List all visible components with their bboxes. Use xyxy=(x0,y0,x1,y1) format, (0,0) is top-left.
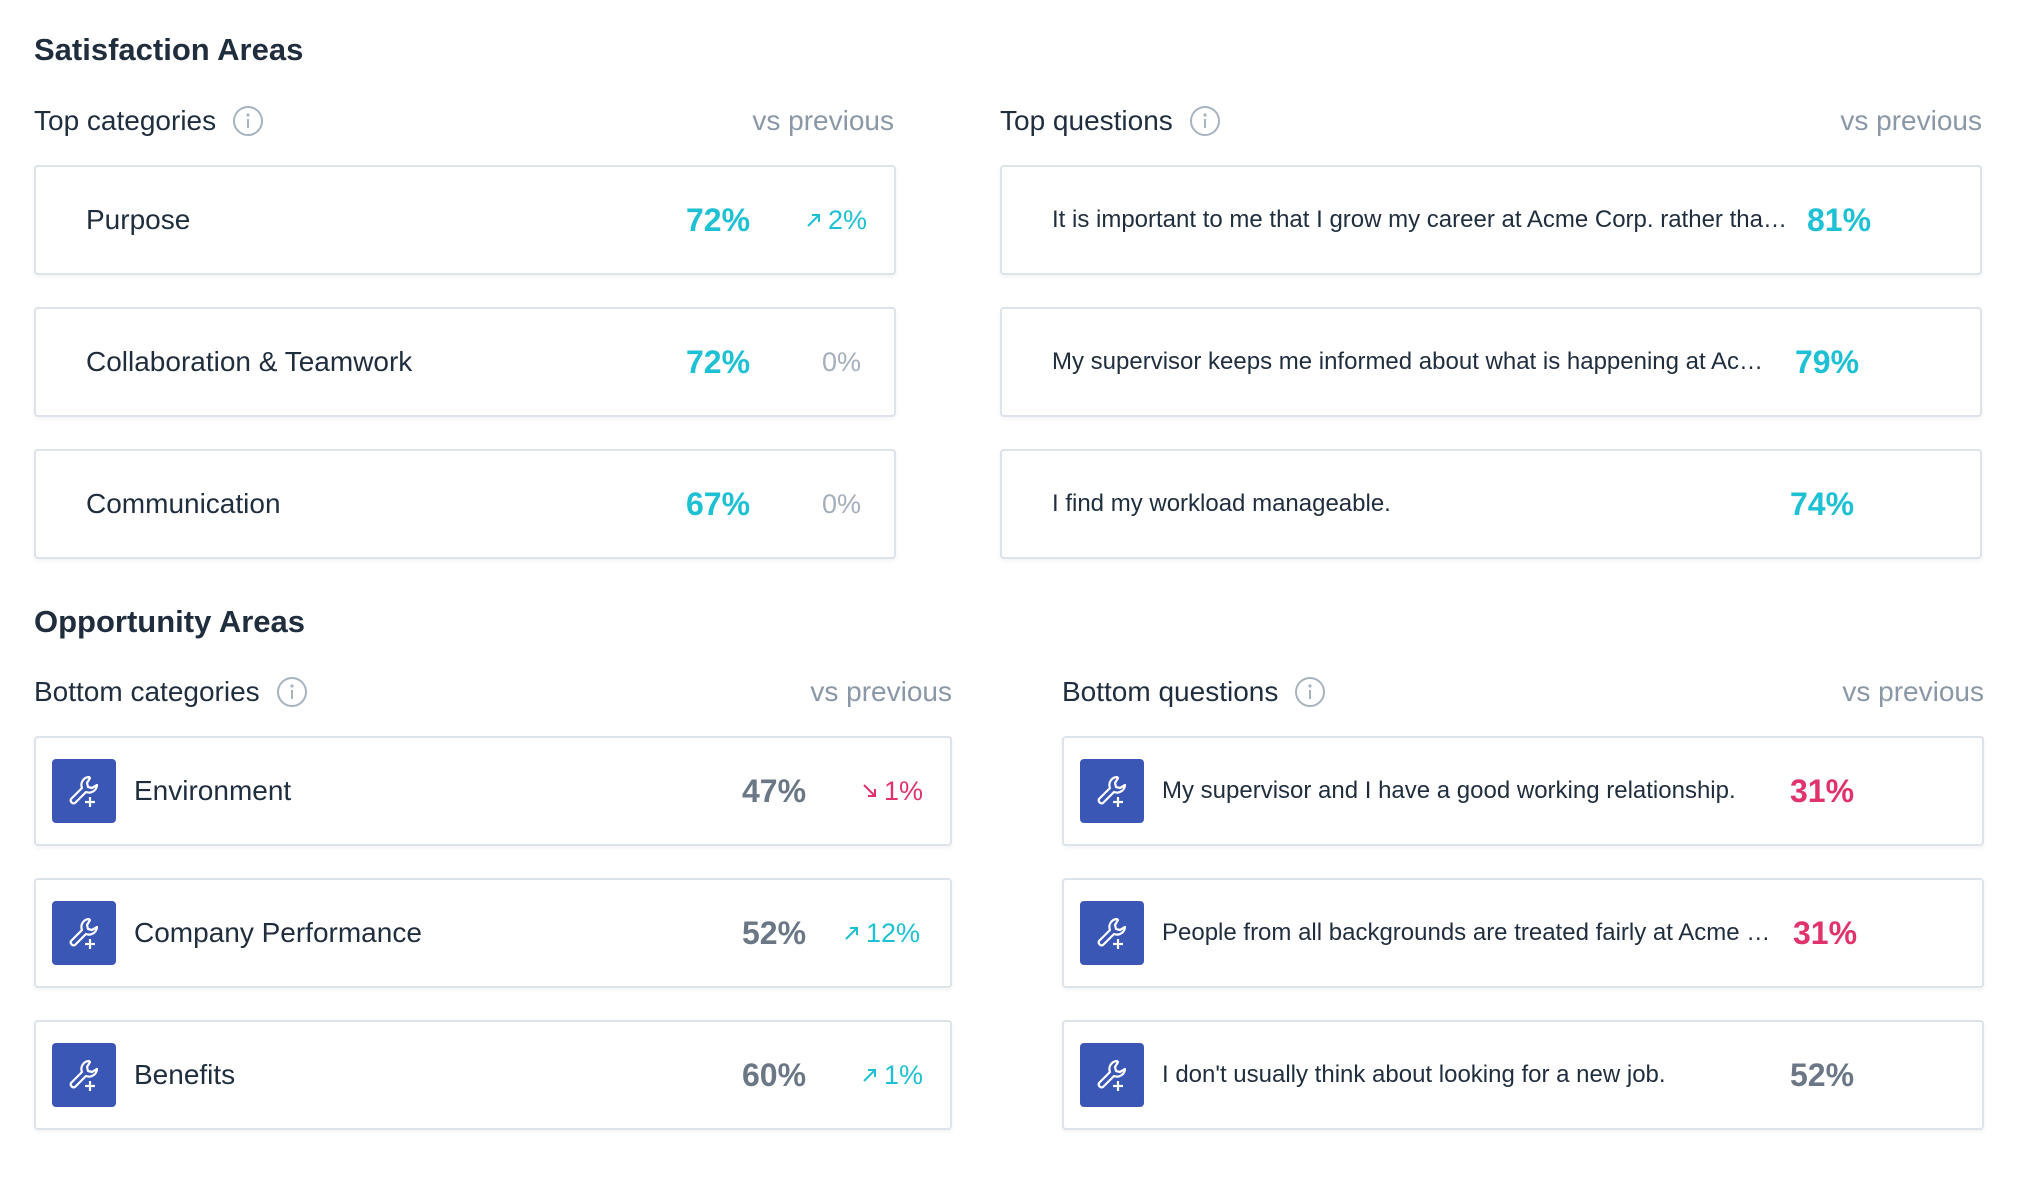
top-categories-header: Top categories vs previous xyxy=(34,100,894,142)
wrench-plus-icon xyxy=(64,913,104,953)
arrow-up-right-icon xyxy=(842,923,862,943)
top-categories-title: Top categories xyxy=(34,105,217,136)
question-card[interactable]: My supervisor keeps me informed about wh… xyxy=(1000,307,1982,417)
wrench-icon-tile xyxy=(1080,759,1144,823)
category-label: Environment xyxy=(134,775,292,806)
category-label: Company Performance xyxy=(134,917,422,948)
category-score: 60% xyxy=(742,1056,807,1093)
category-label: Benefits xyxy=(134,1059,236,1090)
info-icon[interactable] xyxy=(232,105,264,137)
question-card[interactable]: I find my workload manageable. 74% xyxy=(1000,449,1982,559)
category-delta: 1% xyxy=(860,776,923,807)
top-questions-header: Top questions vs previous xyxy=(1000,100,1982,142)
wrench-plus-icon xyxy=(64,771,104,811)
category-delta: 0% xyxy=(822,488,862,519)
category-card-communication[interactable]: Communication 67% 0% xyxy=(34,449,896,559)
wrench-icon-tile xyxy=(1080,1043,1144,1107)
category-score: 52% xyxy=(742,914,807,951)
category-label: Collaboration & Teamwork xyxy=(86,346,413,377)
question-score: 81% xyxy=(1807,201,1872,238)
question-card[interactable]: It is important to me that I grow my car… xyxy=(1000,165,1982,275)
question-text: I don't usually think about looking for … xyxy=(1162,1061,1666,1088)
top-questions-title: Top questions xyxy=(1000,105,1173,136)
info-icon[interactable] xyxy=(1189,105,1221,137)
arrow-down-right-icon xyxy=(860,781,880,801)
category-score: 67% xyxy=(686,485,751,522)
bottom-questions-header: Bottom questions vs previous xyxy=(1062,671,1984,713)
bottom-questions-title: Bottom questions xyxy=(1062,676,1279,707)
arrow-up-right-icon xyxy=(804,210,824,230)
category-label: Purpose xyxy=(86,204,191,235)
question-text: I find my workload manageable. xyxy=(1052,490,1391,517)
question-score: 52% xyxy=(1790,1056,1855,1093)
question-card[interactable]: I don't usually think about looking for … xyxy=(1062,1020,1984,1130)
category-delta: 2% xyxy=(804,205,867,236)
question-score: 31% xyxy=(1790,772,1855,809)
question-score: 74% xyxy=(1790,485,1855,522)
info-icon[interactable] xyxy=(276,676,308,708)
satisfaction-areas-title: Satisfaction Areas xyxy=(34,32,304,67)
question-text: My supervisor keeps me informed about wh… xyxy=(1052,348,1782,375)
category-delta: 1% xyxy=(860,1060,923,1091)
category-label: Communication xyxy=(86,488,281,519)
category-delta: 12% xyxy=(842,918,920,949)
category-card-company-performance[interactable]: Company Performance 52% 12% xyxy=(34,878,952,988)
info-icon[interactable] xyxy=(1294,676,1326,708)
vs-previous-label: vs previous xyxy=(1842,676,1984,707)
category-score: 72% xyxy=(686,201,751,238)
vs-previous-label: vs previous xyxy=(810,676,952,707)
category-card-purpose[interactable]: Purpose 72% 2% xyxy=(34,165,896,275)
bottom-categories-header: Bottom categories vs previous xyxy=(34,671,952,713)
wrench-plus-icon xyxy=(1092,771,1132,811)
wrench-icon-tile xyxy=(52,901,116,965)
question-text: People from all backgrounds are treated … xyxy=(1162,919,1776,946)
question-score: 79% xyxy=(1795,343,1860,380)
wrench-plus-icon xyxy=(1092,913,1132,953)
wrench-icon-tile xyxy=(1080,901,1144,965)
vs-previous-label: vs previous xyxy=(752,105,894,136)
wrench-plus-icon xyxy=(1092,1055,1132,1095)
vs-previous-label: vs previous xyxy=(1840,105,1982,136)
category-score: 47% xyxy=(742,772,807,809)
arrow-up-right-icon xyxy=(860,1065,880,1085)
category-delta: 0% xyxy=(822,346,862,377)
category-card-benefits[interactable]: Benefits 60% 1% xyxy=(34,1020,952,1130)
question-card[interactable]: People from all backgrounds are treated … xyxy=(1062,878,1984,988)
bottom-categories-title: Bottom categories xyxy=(34,676,260,707)
category-score: 72% xyxy=(686,343,751,380)
question-score: 31% xyxy=(1793,914,1858,951)
wrench-icon-tile xyxy=(52,1043,116,1107)
opportunity-areas-title: Opportunity Areas xyxy=(34,604,305,639)
category-card-environment[interactable]: Environment 47% 1% xyxy=(34,736,952,846)
category-card-collaboration[interactable]: Collaboration & Teamwork 72% 0% xyxy=(34,307,896,417)
question-text: It is important to me that I grow my car… xyxy=(1052,206,1792,233)
question-card[interactable]: My supervisor and I have a good working … xyxy=(1062,736,1984,846)
wrench-icon-tile xyxy=(52,759,116,823)
question-text: My supervisor and I have a good working … xyxy=(1162,777,1736,804)
wrench-plus-icon xyxy=(64,1055,104,1095)
